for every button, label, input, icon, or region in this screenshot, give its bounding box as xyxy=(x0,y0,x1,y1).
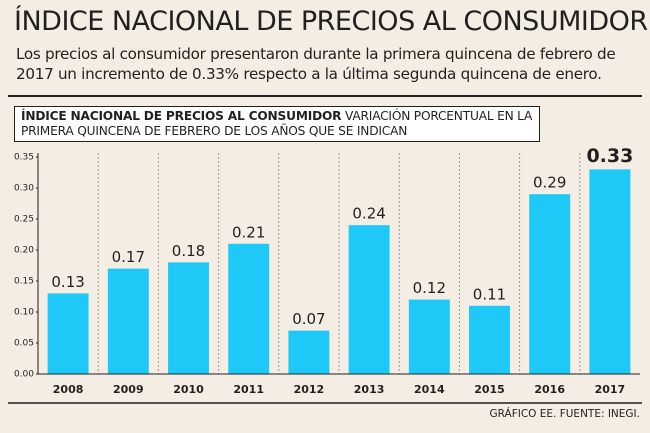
y-tick-label: 0.30 xyxy=(14,184,34,194)
x-tick-label: 2014 xyxy=(414,383,445,396)
bar xyxy=(348,225,390,374)
bar xyxy=(589,169,631,374)
chart-heading: ÍNDICE NACIONAL DE PRECIOS AL CONSUMIDOR… xyxy=(14,106,540,142)
subtitle: Los precios al consumidor presentaron du… xyxy=(16,45,616,83)
bar xyxy=(529,194,571,374)
divider xyxy=(8,95,642,97)
value-label: 0.11 xyxy=(473,285,506,303)
bar xyxy=(469,305,510,374)
value-label: 0.21 xyxy=(232,223,265,241)
chart-title: ÍNDICE NACIONAL DE PRECIOS AL CONSUMIDOR xyxy=(21,109,342,123)
x-tick-label: 2008 xyxy=(53,383,84,396)
y-tick-label: 0.15 xyxy=(14,277,34,287)
x-tick-label: 2009 xyxy=(113,383,144,396)
x-tick-label: 2017 xyxy=(595,383,626,396)
x-tick-label: 2010 xyxy=(173,383,204,396)
value-label: 0.17 xyxy=(112,248,145,266)
y-tick-label: 0.20 xyxy=(14,246,34,256)
x-tick-label: 2011 xyxy=(233,383,264,396)
x-tick-label: 2015 xyxy=(474,383,505,396)
bar xyxy=(47,293,89,374)
value-label: 0.29 xyxy=(533,174,566,192)
x-tick-label: 2012 xyxy=(294,383,325,396)
value-label: 0.18 xyxy=(172,242,205,260)
y-tick-label: 0.35 xyxy=(14,153,34,163)
value-label: 0.12 xyxy=(413,279,446,297)
bar xyxy=(408,299,450,374)
value-label: 0.13 xyxy=(51,273,84,291)
y-tick-label: 0.10 xyxy=(14,308,34,318)
value-label: 0.07 xyxy=(292,310,325,328)
y-tick-label: 0.00 xyxy=(14,370,34,380)
y-tick-label: 0.25 xyxy=(14,215,34,225)
y-tick-label: 0.05 xyxy=(14,339,34,349)
value-label: 0.24 xyxy=(352,205,385,223)
title: ÍNDICE NACIONAL DE PRECIOS AL CONSUMIDOR xyxy=(14,6,648,37)
x-tick-label: 2013 xyxy=(354,383,385,396)
value-label: 0.33 xyxy=(586,145,633,167)
bar xyxy=(288,330,330,374)
bar xyxy=(168,262,209,374)
x-tick-label: 2016 xyxy=(534,383,565,396)
bar xyxy=(107,268,149,374)
source: GRÁFICO EE. FUENTE: INEGI. xyxy=(490,407,641,420)
bar xyxy=(228,243,270,374)
chart-subtitle: VARIACIÓN PORCENTUAL EN LA PRIMERA QUINC… xyxy=(21,109,533,138)
